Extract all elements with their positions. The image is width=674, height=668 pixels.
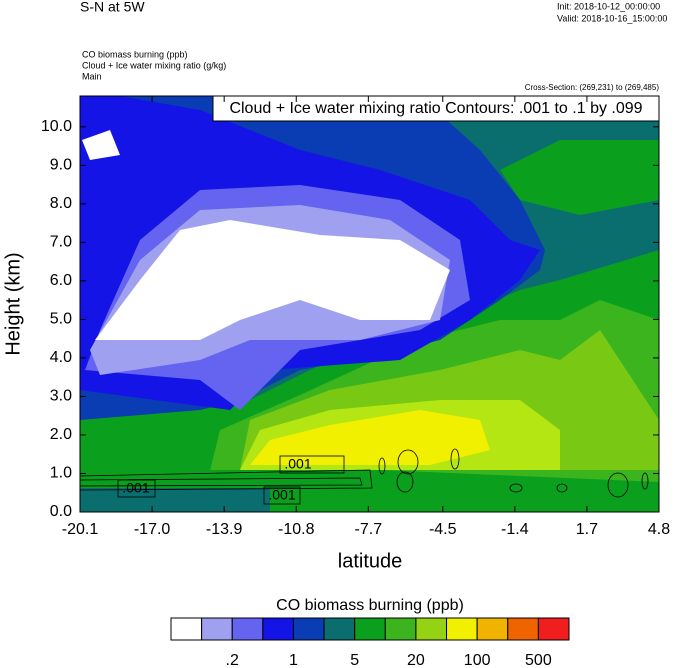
colorbar-box	[170, 617, 203, 641]
x-tick-label: -10.8	[278, 521, 315, 538]
x-tick-label: -20.1	[62, 521, 99, 538]
field-fill	[250, 410, 490, 465]
x-tick-label: -1.4	[501, 521, 529, 538]
colorbar-label: 20	[407, 652, 425, 668]
contour-lines	[79, 448, 649, 498]
colorbar-box	[231, 617, 264, 641]
contour-label: .001	[284, 456, 311, 472]
x-axis-label: latitude	[338, 550, 403, 572]
subtitle: Cloud + Ice water mixing ratio (g/kg)	[82, 60, 226, 70]
y-tick-label: 10.0	[41, 118, 72, 135]
contour-note-box	[212, 95, 660, 122]
y-tick-label: 9.0	[50, 157, 72, 174]
valid-time: Valid: 2018-10-16_15:00:00	[557, 13, 667, 23]
chart-title: S-N at 5W	[80, 0, 145, 15]
contour-label-box	[117, 479, 156, 498]
colorbar-box	[476, 617, 509, 641]
x-tick-label: -13.9	[206, 521, 243, 538]
field-fill	[80, 488, 270, 512]
contour-label: .001	[122, 480, 149, 496]
field-fill	[82, 130, 120, 160]
contour-label-box	[279, 455, 345, 474]
field-fill	[500, 140, 659, 215]
init-time: Init: 2018-10-12_00:00:00	[557, 1, 660, 11]
y-tick-label: 2.0	[50, 426, 72, 443]
colorbar-box	[537, 617, 570, 641]
x-tick-label: 1.7	[576, 521, 598, 538]
colorbar-box	[201, 617, 233, 641]
colorbar-label: .2	[226, 652, 239, 668]
y-tick-label: 7.0	[50, 234, 72, 251]
contour-field: .001 .001 .001	[79, 96, 659, 512]
y-axis-label: Height (km)	[2, 252, 24, 355]
colorbar-label: 100	[464, 652, 491, 668]
contour-label-box	[263, 486, 301, 505]
y-tick-label: 4.0	[50, 349, 72, 366]
contour-label: .001	[268, 487, 295, 503]
colorbar-box	[323, 617, 356, 641]
colorbar-box	[384, 617, 417, 641]
colorbar-label: 5	[350, 652, 359, 668]
y-tick-label: 6.0	[50, 272, 72, 289]
colorbar-box	[354, 617, 386, 641]
y-tick-label: 8.0	[50, 195, 72, 212]
y-tick-label: 1.0	[50, 465, 72, 482]
cross-section: Cross-Section: (269,231) to (269,485)	[525, 83, 660, 92]
x-tick-label: -4.5	[429, 521, 457, 538]
field-fill	[95, 220, 450, 340]
colorbar-box	[446, 617, 478, 641]
colorbar-label: 500	[525, 652, 552, 668]
colorbar-box	[262, 617, 294, 641]
x-tick-label: 4.8	[648, 521, 670, 538]
x-tick-label: -17.0	[134, 521, 171, 538]
y-tick-label: 3.0	[50, 388, 72, 405]
colorbar-box	[507, 617, 539, 641]
y-tick-label: 0.0	[50, 503, 72, 520]
subtitle: Main	[82, 71, 102, 81]
colorbar-label: 1	[289, 652, 298, 668]
colorbar-title: CO biomass burning (ppb)	[276, 597, 464, 614]
contour-note: Cloud + Ice water mixing ratio Contours:…	[229, 100, 642, 117]
subtitle: CO biomass burning (ppb)	[82, 49, 188, 59]
colorbar-box	[415, 617, 448, 641]
y-tick-label: 5.0	[50, 311, 72, 328]
x-tick-label: -7.7	[355, 521, 383, 538]
colorbar-box	[292, 617, 325, 641]
